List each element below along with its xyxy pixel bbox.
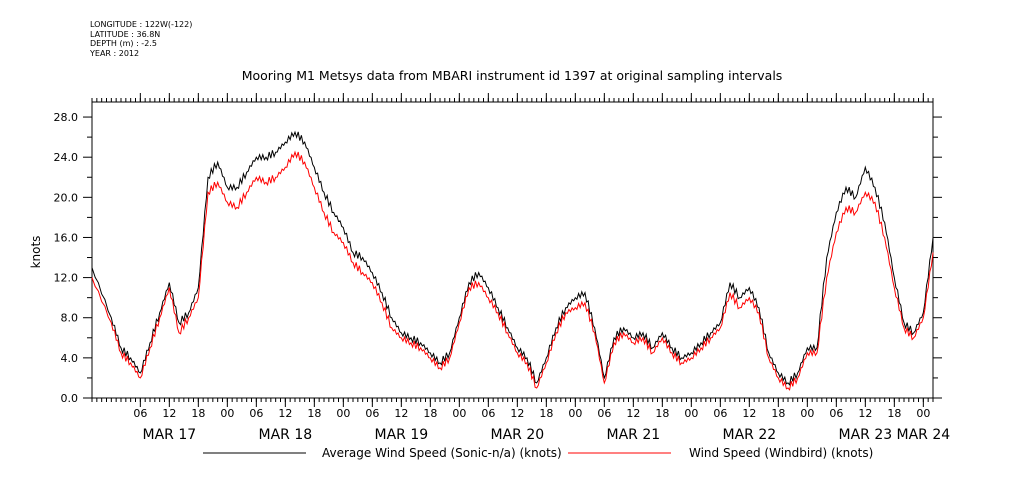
x-hour-label: 18 bbox=[423, 407, 437, 420]
x-day-label: MAR 22 bbox=[723, 427, 777, 443]
year-text: YEAR : 2012 bbox=[90, 48, 140, 58]
y-tick-label: 8.0 bbox=[61, 312, 79, 325]
x-hour-label: 18 bbox=[191, 407, 205, 420]
x-hour-label: 12 bbox=[626, 407, 640, 420]
x-hour-label: 12 bbox=[858, 407, 872, 420]
x-hour-label: 06 bbox=[249, 407, 263, 420]
x-hour-label: 00 bbox=[800, 407, 814, 420]
x-hour-label: 06 bbox=[713, 407, 727, 420]
y-tick-label: 20.0 bbox=[54, 191, 79, 204]
x-day-label: MAR 17 bbox=[143, 427, 197, 443]
legend-series-2-label: Wind Speed (Windbird) (knots) bbox=[689, 446, 874, 460]
series-layer bbox=[91, 130, 934, 391]
y-axis-label: knots bbox=[29, 236, 43, 269]
x-hour-label: 06 bbox=[365, 407, 379, 420]
axes-layer bbox=[83, 93, 942, 407]
x-hour-label: 18 bbox=[307, 407, 321, 420]
latitude-text: LATITUDE : 36.8N bbox=[90, 29, 161, 39]
x-hour-label: 12 bbox=[510, 407, 524, 420]
metadata-block: LONGITUDE : 122W(-122) LATITUDE : 36.8N … bbox=[90, 20, 192, 58]
x-day-label: MAR 23 bbox=[839, 427, 893, 443]
x-hour-label: 18 bbox=[655, 407, 669, 420]
x-hour-label: 12 bbox=[742, 407, 756, 420]
y-tick-label: 4.0 bbox=[61, 352, 79, 365]
x-hour-label: 18 bbox=[539, 407, 553, 420]
x-day-label: MAR 18 bbox=[259, 427, 313, 443]
x-hour-label: 12 bbox=[394, 407, 408, 420]
y-tick-label: 12.0 bbox=[54, 272, 79, 285]
depth-text: DEPTH (m) : -2.5 bbox=[90, 39, 157, 48]
x-hour-label: 06 bbox=[597, 407, 611, 420]
y-tick-label: 0.0 bbox=[61, 392, 79, 405]
x-hour-label: 18 bbox=[771, 407, 785, 420]
y-tick-label: 24.0 bbox=[54, 151, 79, 164]
x-hour-label: 00 bbox=[220, 407, 234, 420]
x-hour-label: 12 bbox=[162, 407, 176, 420]
x-hour-label: 06 bbox=[829, 407, 843, 420]
x-day-label: MAR 20 bbox=[491, 427, 545, 443]
x-hour-label: 06 bbox=[481, 407, 495, 420]
x-hour-label: 12 bbox=[278, 407, 292, 420]
x-hour-label: 00 bbox=[336, 407, 350, 420]
legend-series-1-label: Average Wind Speed (Sonic-n/a) (knots) bbox=[322, 446, 562, 460]
x-day-label: MAR 24 bbox=[897, 427, 951, 443]
x-hour-label: 00 bbox=[684, 407, 698, 420]
series-line-2 bbox=[91, 150, 934, 391]
tick-labels-layer: 0.0 4.0 8.0 12.0 16.0 20.0 24.0 28.0 06 12 18 00 06 1… bbox=[54, 111, 951, 443]
x-day-label: MAR 21 bbox=[607, 427, 661, 443]
x-hour-label: 18 bbox=[887, 407, 901, 420]
y-tick-label: 28.0 bbox=[54, 111, 79, 124]
x-hour-label: 00 bbox=[916, 407, 930, 420]
y-tick-label: 16.0 bbox=[54, 231, 79, 244]
series-line-1 bbox=[91, 130, 934, 386]
chart-title: Mooring M1 Metsys data from MBARI instru… bbox=[242, 68, 783, 83]
x-day-label: MAR 19 bbox=[375, 427, 429, 443]
longitude-text: LONGITUDE : 122W(-122) bbox=[90, 20, 193, 29]
x-hour-label: 06 bbox=[133, 407, 147, 420]
x-hour-label: 00 bbox=[452, 407, 466, 420]
x-hour-label: 00 bbox=[568, 407, 582, 420]
